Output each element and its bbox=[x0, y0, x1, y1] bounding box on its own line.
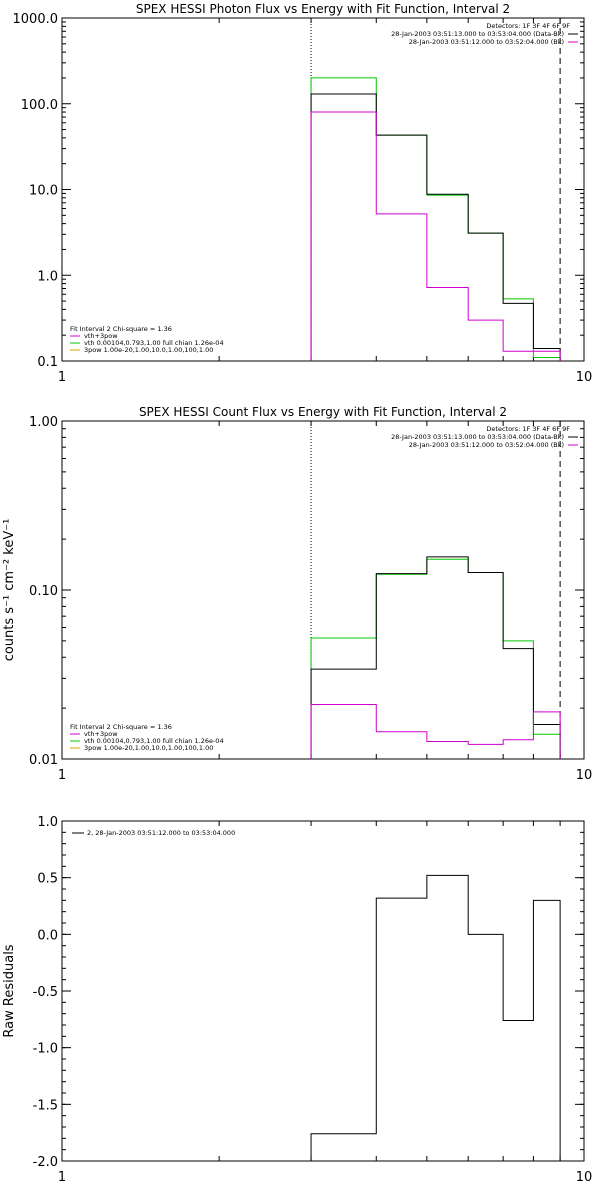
legend-entry: 2, 28-Jan-2003 03:51:12.000 to 03:53:04.… bbox=[87, 829, 235, 837]
legend-entry: vth 0.00104,0.793,1.00 full chian 1.26e-… bbox=[84, 737, 224, 745]
x-tick-label: 1 bbox=[58, 370, 66, 385]
series-step-line-2 bbox=[310, 93, 561, 361]
y-axis-label: Raw Residuals bbox=[2, 944, 17, 1037]
y-tick-label: 100.0 bbox=[21, 98, 58, 113]
chart-title: SPEX HESSI Count Flux vs Energy with Fit… bbox=[139, 405, 507, 419]
info-line: 28-Jan-2003 03:51:12.000 to 03:52:04.000… bbox=[409, 441, 564, 449]
legend-entry: vth 0.00104,0.793,1.00 full chian 1.26e-… bbox=[84, 339, 224, 347]
legend-entry: Fit Interval 2 Chi-square = 1.36 bbox=[70, 723, 172, 731]
chart-panel-2: SPEX HESSI Count Flux vs Energy with Fit… bbox=[2, 405, 592, 783]
info-line: 28-Jan-2003 03:51:13.000 to 03:53:04.000… bbox=[391, 30, 564, 38]
info-line: 28-Jan-2003 03:51:12.000 to 03:52:04.000… bbox=[409, 38, 564, 46]
info-line: 28-Jan-2003 03:51:13.000 to 03:53:04.000… bbox=[391, 433, 564, 441]
y-tick-label: 0.10 bbox=[29, 584, 58, 599]
x-tick-label: 1 bbox=[58, 1170, 66, 1185]
chart-panel-3: -2.0 -1.5 -1.0 -0.5 0.0 0.5 1.0 1 10 Raw Residual… bbox=[2, 815, 592, 1185]
y-axis-label: counts s⁻¹ cm⁻² keV⁻¹ bbox=[2, 519, 17, 662]
y-tick-label: -1.5 bbox=[33, 1098, 58, 1113]
x-tick-label: 10 bbox=[576, 768, 593, 783]
y-tick-label: 0.0 bbox=[37, 928, 58, 943]
y-tick-label: 10.0 bbox=[29, 184, 58, 199]
legend-entry: Fit Interval 2 Chi-square = 1.36 bbox=[70, 325, 172, 333]
info-line: Detectors: 1F 3F 4F 6F 9F bbox=[486, 22, 570, 30]
y-tick-label: -0.5 bbox=[33, 985, 58, 1000]
series-step-line-1 bbox=[310, 874, 561, 1161]
y-tick-label: 0.01 bbox=[29, 753, 58, 768]
y-tick-label: 1000.0 bbox=[13, 12, 59, 27]
series-step-line-3 bbox=[310, 111, 561, 361]
info-line: Detectors: 1F 3F 4F 6F 9F bbox=[486, 425, 570, 433]
x-tick-label: 10 bbox=[576, 1170, 593, 1185]
chart-title: SPEX HESSI Photon Flux vs Energy with Fi… bbox=[136, 2, 510, 16]
x-tick-label: 10 bbox=[576, 370, 593, 385]
y-tick-label: 1.00 bbox=[29, 415, 58, 430]
chart-panel-1: SPEX HESSI Photon Flux vs Energy with Fi… bbox=[13, 2, 593, 385]
series-step-line-3 bbox=[310, 704, 561, 759]
series-step-line-2 bbox=[310, 556, 561, 759]
legend-entry: vth+3pow bbox=[84, 332, 118, 340]
series-step-line-1 bbox=[310, 558, 561, 759]
legend-entry: 3pow 1.00e-20,1.00,10.0,1.00,100,1.00 bbox=[84, 744, 213, 752]
x-tick-label: 1 bbox=[58, 768, 66, 783]
y-tick-label: 0.1 bbox=[37, 355, 58, 370]
legend-entry: 3pow 1.00e-20,1.00,10.0,1.00,100,1.00 bbox=[84, 346, 213, 354]
series-step-line-1 bbox=[310, 77, 561, 361]
plot-frame bbox=[61, 820, 585, 1162]
legend-entry: vth+3pow bbox=[84, 730, 118, 738]
plot-frame bbox=[61, 17, 585, 362]
y-tick-label: -2.0 bbox=[33, 1155, 58, 1170]
y-tick-label: -1.0 bbox=[33, 1042, 58, 1057]
y-tick-label: 0.5 bbox=[37, 872, 58, 887]
plot-frame bbox=[61, 420, 585, 760]
y-tick-label: 1.0 bbox=[37, 815, 58, 830]
y-tick-label: 1.0 bbox=[37, 269, 58, 284]
